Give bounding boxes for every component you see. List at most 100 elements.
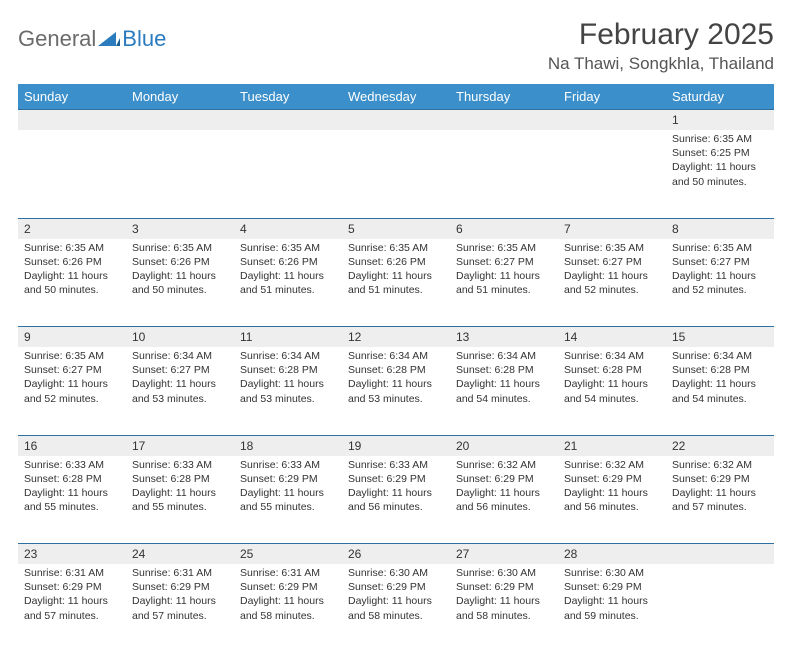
day-details: Sunrise: 6:35 AMSunset: 6:27 PMDaylight:… xyxy=(666,239,774,302)
day-number: 11 xyxy=(234,327,342,347)
day-details xyxy=(450,130,558,136)
day-body-cell: Sunrise: 6:34 AMSunset: 6:28 PMDaylight:… xyxy=(558,347,666,435)
brand-part2: Blue xyxy=(122,26,166,52)
day-details: Sunrise: 6:35 AMSunset: 6:26 PMDaylight:… xyxy=(18,239,126,302)
day-details xyxy=(234,130,342,136)
day-body-cell: Sunrise: 6:33 AMSunset: 6:28 PMDaylight:… xyxy=(126,456,234,544)
day-details: Sunrise: 6:33 AMSunset: 6:29 PMDaylight:… xyxy=(342,456,450,519)
day-number: 18 xyxy=(234,436,342,456)
day-number xyxy=(558,110,666,130)
day-body-cell: Sunrise: 6:34 AMSunset: 6:28 PMDaylight:… xyxy=(450,347,558,435)
day-details: Sunrise: 6:31 AMSunset: 6:29 PMDaylight:… xyxy=(18,564,126,627)
day-number xyxy=(126,110,234,130)
day-details: Sunrise: 6:34 AMSunset: 6:28 PMDaylight:… xyxy=(558,347,666,410)
day-body-cell: Sunrise: 6:35 AMSunset: 6:27 PMDaylight:… xyxy=(558,239,666,327)
day-number-cell: 12 xyxy=(342,327,450,348)
day-number-row: 16171819202122 xyxy=(18,435,774,456)
day-body-cell: Sunrise: 6:30 AMSunset: 6:29 PMDaylight:… xyxy=(450,564,558,652)
day-details: Sunrise: 6:33 AMSunset: 6:29 PMDaylight:… xyxy=(234,456,342,519)
brand-logo: General Blue xyxy=(18,26,166,52)
brand-part1: General xyxy=(18,26,96,52)
day-details: Sunrise: 6:31 AMSunset: 6:29 PMDaylight:… xyxy=(234,564,342,627)
day-number: 12 xyxy=(342,327,450,347)
day-details: Sunrise: 6:32 AMSunset: 6:29 PMDaylight:… xyxy=(666,456,774,519)
day-number: 14 xyxy=(558,327,666,347)
day-number-cell: 1 xyxy=(666,110,774,131)
day-body-cell: Sunrise: 6:30 AMSunset: 6:29 PMDaylight:… xyxy=(558,564,666,652)
day-details: Sunrise: 6:35 AMSunset: 6:27 PMDaylight:… xyxy=(450,239,558,302)
day-number: 6 xyxy=(450,219,558,239)
day-details xyxy=(18,130,126,136)
day-number-cell: 2 xyxy=(18,218,126,239)
day-details: Sunrise: 6:35 AMSunset: 6:25 PMDaylight:… xyxy=(666,130,774,193)
day-details: Sunrise: 6:34 AMSunset: 6:28 PMDaylight:… xyxy=(342,347,450,410)
day-body-cell xyxy=(558,130,666,218)
day-body-cell: Sunrise: 6:31 AMSunset: 6:29 PMDaylight:… xyxy=(234,564,342,652)
day-number-cell: 3 xyxy=(126,218,234,239)
day-number-cell: 5 xyxy=(342,218,450,239)
day-body-cell: Sunrise: 6:31 AMSunset: 6:29 PMDaylight:… xyxy=(126,564,234,652)
day-number: 2 xyxy=(18,219,126,239)
day-number-cell: 28 xyxy=(558,544,666,565)
day-number-cell: 10 xyxy=(126,327,234,348)
day-details xyxy=(666,564,774,570)
day-number-cell: 26 xyxy=(342,544,450,565)
day-number: 4 xyxy=(234,219,342,239)
weekday-header: Friday xyxy=(558,84,666,110)
day-details xyxy=(126,130,234,136)
day-body-cell: Sunrise: 6:35 AMSunset: 6:27 PMDaylight:… xyxy=(666,239,774,327)
day-number-cell: 22 xyxy=(666,435,774,456)
day-number-cell: 24 xyxy=(126,544,234,565)
day-details xyxy=(342,130,450,136)
day-number-cell: 9 xyxy=(18,327,126,348)
day-body-cell: Sunrise: 6:33 AMSunset: 6:29 PMDaylight:… xyxy=(342,456,450,544)
day-number: 13 xyxy=(450,327,558,347)
day-number-cell: 18 xyxy=(234,435,342,456)
day-body-cell: Sunrise: 6:35 AMSunset: 6:27 PMDaylight:… xyxy=(450,239,558,327)
day-body-cell: Sunrise: 6:34 AMSunset: 6:27 PMDaylight:… xyxy=(126,347,234,435)
day-number: 7 xyxy=(558,219,666,239)
day-details: Sunrise: 6:35 AMSunset: 6:26 PMDaylight:… xyxy=(234,239,342,302)
day-body-cell: Sunrise: 6:34 AMSunset: 6:28 PMDaylight:… xyxy=(342,347,450,435)
day-body-row: Sunrise: 6:35 AMSunset: 6:25 PMDaylight:… xyxy=(18,130,774,218)
day-number: 27 xyxy=(450,544,558,564)
day-details: Sunrise: 6:34 AMSunset: 6:28 PMDaylight:… xyxy=(666,347,774,410)
day-body-cell: Sunrise: 6:35 AMSunset: 6:26 PMDaylight:… xyxy=(342,239,450,327)
day-number: 3 xyxy=(126,219,234,239)
weekday-header: Thursday xyxy=(450,84,558,110)
day-body-cell: Sunrise: 6:35 AMSunset: 6:27 PMDaylight:… xyxy=(18,347,126,435)
day-body-cell xyxy=(126,130,234,218)
day-body-cell xyxy=(666,564,774,652)
day-body-cell: Sunrise: 6:33 AMSunset: 6:28 PMDaylight:… xyxy=(18,456,126,544)
day-body-cell: Sunrise: 6:35 AMSunset: 6:25 PMDaylight:… xyxy=(666,130,774,218)
day-body-row: Sunrise: 6:35 AMSunset: 6:27 PMDaylight:… xyxy=(18,347,774,435)
day-details: Sunrise: 6:35 AMSunset: 6:27 PMDaylight:… xyxy=(18,347,126,410)
day-details: Sunrise: 6:33 AMSunset: 6:28 PMDaylight:… xyxy=(18,456,126,519)
day-body-cell: Sunrise: 6:31 AMSunset: 6:29 PMDaylight:… xyxy=(18,564,126,652)
month-title: February 2025 xyxy=(548,18,774,52)
day-body-cell: Sunrise: 6:35 AMSunset: 6:26 PMDaylight:… xyxy=(126,239,234,327)
location-subtitle: Na Thawi, Songkhla, Thailand xyxy=(548,54,774,74)
day-number-cell: 16 xyxy=(18,435,126,456)
day-details xyxy=(558,130,666,136)
calendar-table: SundayMondayTuesdayWednesdayThursdayFrid… xyxy=(18,84,774,652)
day-number-cell xyxy=(342,110,450,131)
day-body-cell xyxy=(450,130,558,218)
day-body-cell: Sunrise: 6:35 AMSunset: 6:26 PMDaylight:… xyxy=(234,239,342,327)
day-number-cell: 13 xyxy=(450,327,558,348)
day-details: Sunrise: 6:34 AMSunset: 6:27 PMDaylight:… xyxy=(126,347,234,410)
day-number-cell xyxy=(234,110,342,131)
day-body-row: Sunrise: 6:35 AMSunset: 6:26 PMDaylight:… xyxy=(18,239,774,327)
day-number: 9 xyxy=(18,327,126,347)
day-number xyxy=(342,110,450,130)
day-number: 25 xyxy=(234,544,342,564)
day-number-cell: 6 xyxy=(450,218,558,239)
day-number: 5 xyxy=(342,219,450,239)
weekday-header-row: SundayMondayTuesdayWednesdayThursdayFrid… xyxy=(18,84,774,110)
day-number: 8 xyxy=(666,219,774,239)
day-number: 21 xyxy=(558,436,666,456)
day-details: Sunrise: 6:35 AMSunset: 6:26 PMDaylight:… xyxy=(342,239,450,302)
title-block: February 2025 Na Thawi, Songkhla, Thaila… xyxy=(548,18,774,74)
day-body-cell: Sunrise: 6:32 AMSunset: 6:29 PMDaylight:… xyxy=(666,456,774,544)
day-number-cell: 19 xyxy=(342,435,450,456)
